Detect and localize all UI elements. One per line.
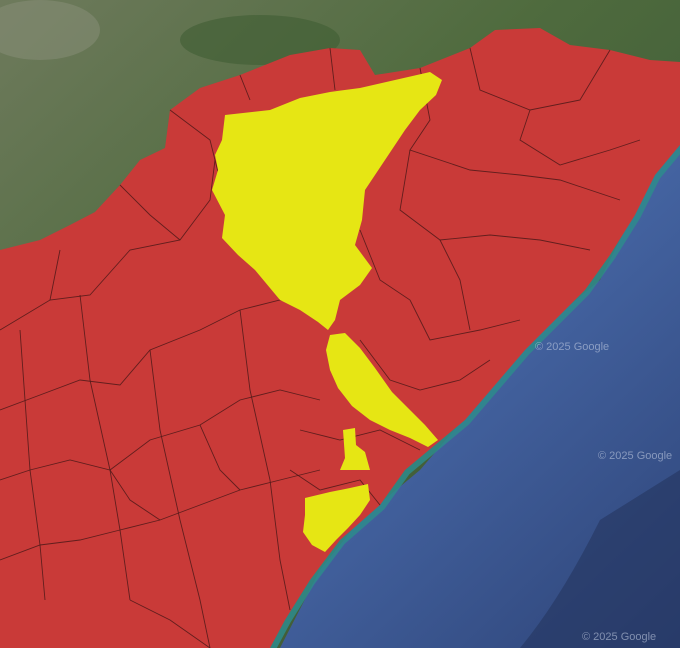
municipal-borders (0, 47, 641, 648)
highlight-region-central[interactable] (326, 333, 438, 447)
highlight-region-north[interactable] (212, 72, 442, 330)
deep-ocean (520, 470, 680, 648)
highlight-region-small[interactable] (340, 428, 370, 470)
map-watermark: © 2025 Google (582, 631, 656, 643)
land-texture (0, 0, 100, 60)
land-texture (180, 15, 340, 65)
map-watermark: © 2025 Google (598, 450, 672, 462)
map-watermark: © 2025 Google (535, 341, 609, 353)
highlight-region-south[interactable] (303, 484, 370, 552)
